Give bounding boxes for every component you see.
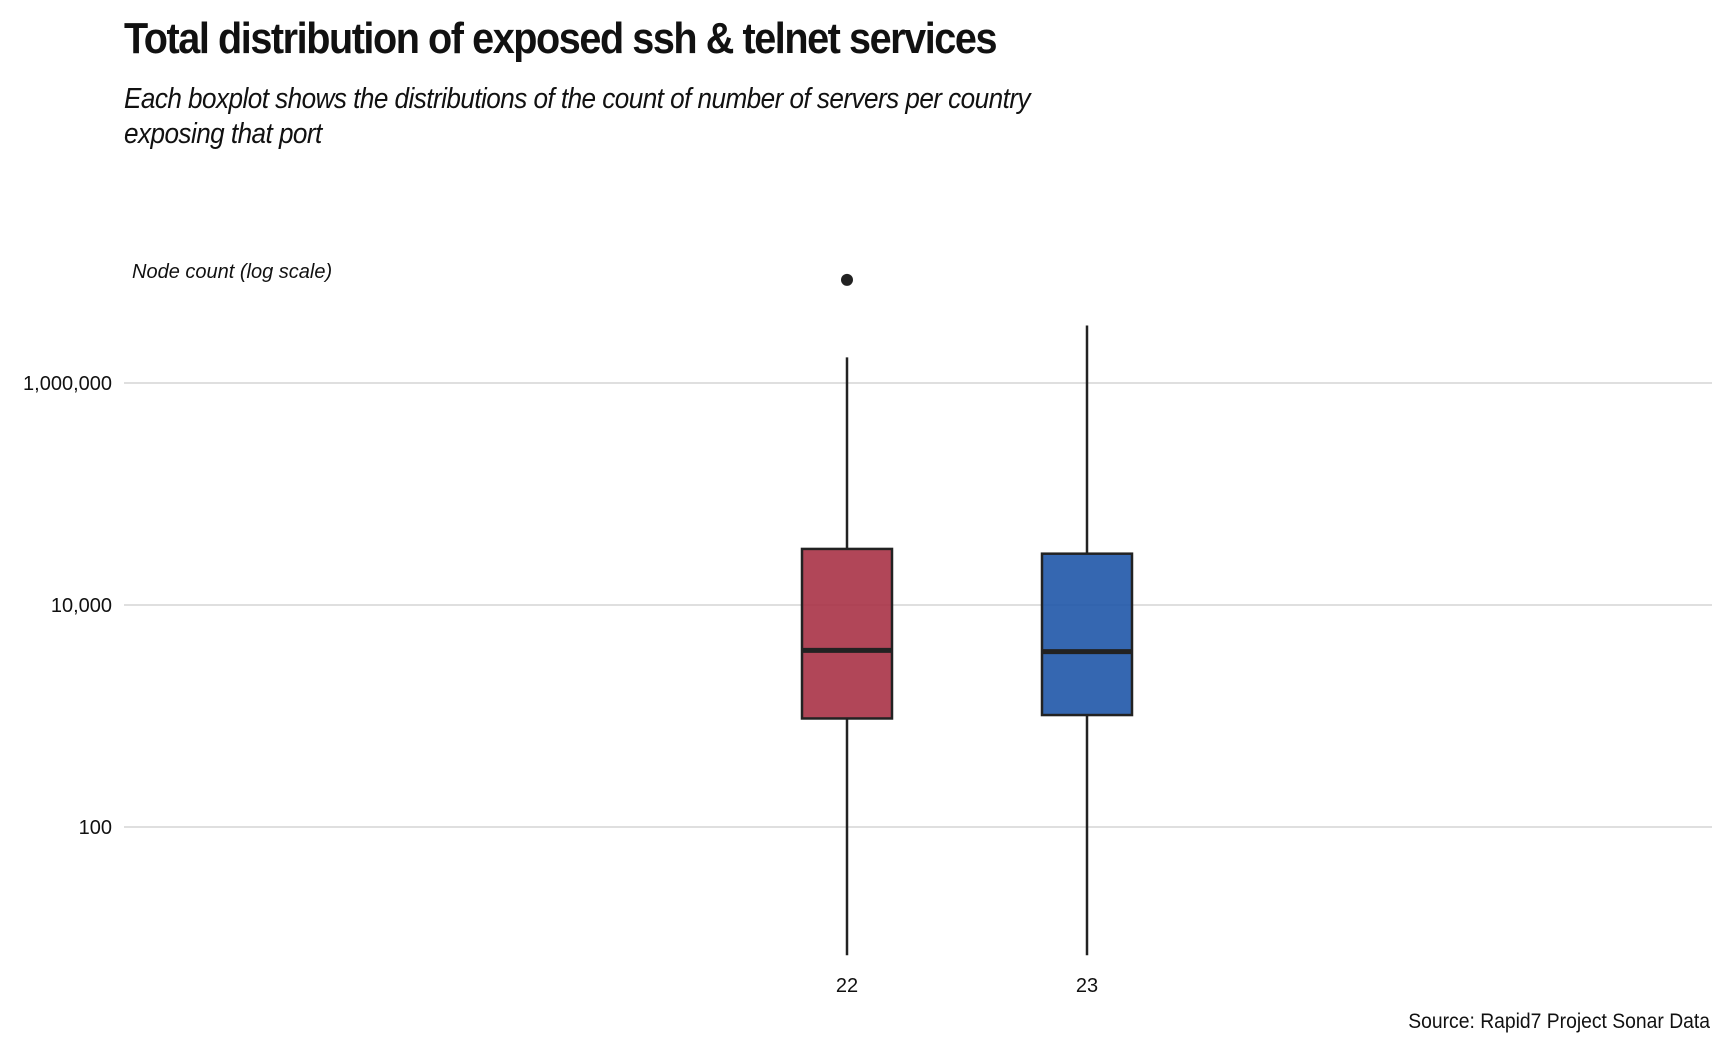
y-tick-label: 10,000 [51,595,112,617]
y-tick-label: 100 [79,817,112,839]
box-group-22 [800,273,894,956]
x-tick-label: 22 [836,975,858,997]
y-axis-ticks: 100 10,000 1,000,000 [23,373,112,839]
boxes [800,273,1134,956]
source-caption: Source: Rapid7 Project Sonar Data [1408,1010,1710,1033]
chart-title: Total distribution of exposed ssh & teln… [124,14,997,63]
x-tick-label: 23 [1076,975,1098,997]
box-group-23 [1040,325,1134,956]
y-tick-label: 1,000,000 [23,373,112,395]
x-axis-ticks: 22 23 [836,975,1098,997]
outlier-point [841,273,853,286]
box-iqr [1040,552,1134,717]
box-iqr [800,547,894,720]
chart-subtitle: Each boxplot shows the distributions of … [124,83,1031,150]
y-axis-title: Node count (log scale) [132,261,332,283]
gridlines [124,382,1712,828]
